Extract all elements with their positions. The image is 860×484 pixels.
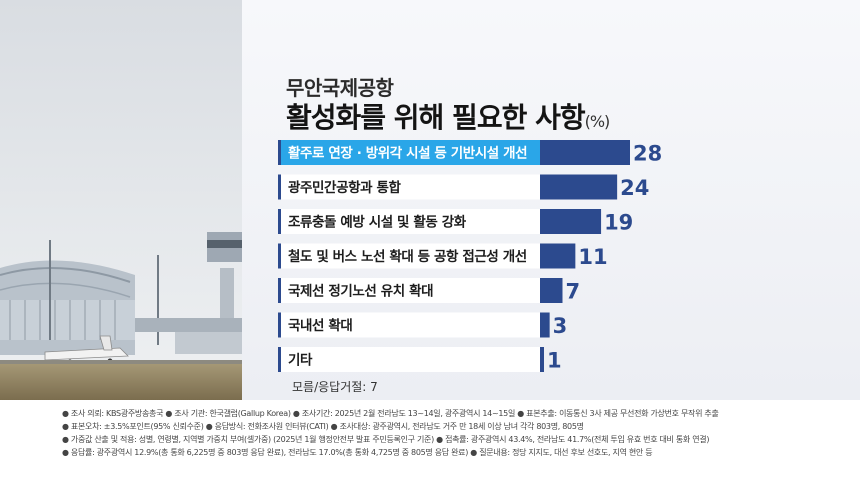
label-accent bbox=[278, 347, 281, 372]
value-label: 7 bbox=[566, 280, 581, 304]
value-label: 3 bbox=[553, 314, 568, 338]
chart-title-line1: 무안국제공항 bbox=[286, 76, 394, 100]
footer-line-3: ● 가중값 산출 및 적용: 성별, 연령별, 지역별 가중치 부여(셀가중) … bbox=[62, 435, 710, 444]
category-label: 국내선 확대 bbox=[288, 317, 352, 334]
category-label-bg bbox=[278, 243, 540, 269]
unit-label: (%) bbox=[584, 112, 611, 131]
label-accent bbox=[278, 243, 281, 269]
chart-title-line2: 활성화를 위해 필요한 사항(%) bbox=[286, 96, 611, 136]
value-label: 28 bbox=[633, 142, 662, 166]
bar bbox=[540, 140, 630, 165]
bar bbox=[540, 347, 544, 372]
airport-photo bbox=[0, 0, 242, 400]
chart-title-main: 활성화를 위해 필요한 사항 bbox=[286, 101, 586, 134]
category-label-bg bbox=[278, 209, 540, 234]
value-label: 1 bbox=[547, 349, 562, 373]
category-label: 조류충돌 예방 시설 및 활동 강화 bbox=[288, 214, 467, 231]
category-label: 광주민간공항과 통합 bbox=[288, 179, 401, 196]
category-label: 국제선 정기노선 유치 확대 bbox=[288, 283, 433, 300]
category-label: 활주로 연장 · 방위각 시설 등 기반시설 개선 bbox=[288, 145, 527, 162]
category-label-bg bbox=[278, 140, 540, 165]
survey-footer: ● 조사 의뢰: KBS광주방송총국 ● 조사 기관: 한국갤럽(Gallup … bbox=[0, 400, 860, 484]
bar bbox=[540, 243, 576, 269]
label-accent bbox=[278, 209, 281, 234]
footer-line-1: ● 조사 의뢰: KBS광주방송총국 ● 조사 기관: 한국갤럽(Gallup … bbox=[62, 409, 719, 418]
category-label: 철도 및 버스 노선 확대 등 공항 접근성 개선 bbox=[288, 248, 527, 265]
footer-line-4: ● 응답률: 광주광역시 12.9%(총 통화 6,225명 중 803명 응답… bbox=[62, 448, 653, 457]
category-label-bg bbox=[278, 174, 540, 200]
category-label-bg bbox=[278, 312, 540, 338]
nonresponse-note: 모름/응답거절: 7 bbox=[292, 380, 378, 394]
value-label: 19 bbox=[604, 211, 633, 235]
value-label: 11 bbox=[578, 245, 607, 269]
label-accent bbox=[278, 312, 281, 338]
bar bbox=[540, 312, 550, 338]
footer-line-2: ● 표본오차: ±3.5%포인트(95% 신뢰수준) ● 응답방식: 전화조사원… bbox=[62, 422, 584, 431]
bar-chart: 활주로 연장 · 방위각 시설 등 기반시설 개선 28 광주민간공항과 통합 24 조… bbox=[278, 140, 662, 373]
category-label-bg bbox=[278, 278, 540, 303]
category-label: 기타 bbox=[288, 353, 313, 369]
bar bbox=[540, 174, 618, 200]
category-label-bg bbox=[278, 347, 540, 372]
bar bbox=[540, 278, 563, 303]
label-accent bbox=[278, 140, 281, 165]
value-label: 24 bbox=[620, 176, 649, 200]
bar bbox=[540, 209, 602, 234]
label-accent bbox=[278, 278, 281, 303]
label-accent bbox=[278, 174, 281, 200]
